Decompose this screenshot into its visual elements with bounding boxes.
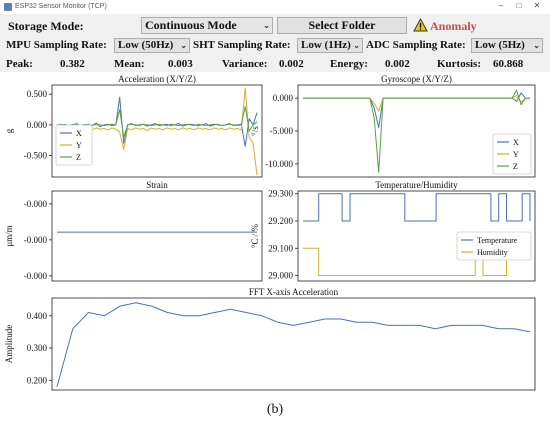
- temp-humidity-ytick-label: 29.300: [268, 189, 293, 199]
- strain-axes-frame: [51, 190, 263, 282]
- window-title: ESP32 Sensor Monitor (TCP): [15, 3, 107, 10]
- storage-mode-value: Continuous Mode: [145, 18, 237, 32]
- fft-series-line: [56, 302, 531, 387]
- mean-label: Mean:: [114, 58, 145, 70]
- temp-humidity-ytick-label: 29.200: [268, 216, 293, 226]
- strain-title: Strain: [146, 180, 168, 190]
- select-folder-button[interactable]: Select Folder: [277, 17, 407, 34]
- gyroscope-legend-label: Y: [513, 150, 519, 159]
- variance-value: 0.002: [279, 58, 304, 70]
- variance-label: Variance:: [222, 58, 268, 70]
- warning-icon: [413, 18, 428, 32]
- acceleration-legend-label: X: [76, 129, 82, 138]
- fft-title: FFT X-axis Acceleration: [249, 287, 339, 297]
- chevron-down-icon: ⌄: [533, 41, 540, 50]
- acceleration-title: Acceleration (X/Y/Z): [118, 74, 196, 84]
- temp-humidity-series-line: [303, 247, 530, 276]
- sht-sampling-label: SHT Sampling Rate:: [193, 39, 291, 51]
- adc-sampling-select[interactable]: Low (5Hz) ⌄: [471, 38, 543, 53]
- figure-caption: (b): [266, 402, 284, 417]
- acceleration-legend-label: Z: [76, 153, 81, 162]
- gyroscope-legend-label: Z: [513, 162, 518, 171]
- storage-mode-select[interactable]: Continuous Mode ⌄: [141, 17, 273, 34]
- gyroscope-ytick-label: -5.000: [270, 126, 294, 136]
- temp-humidity-series-line: [303, 193, 531, 222]
- chevron-down-icon: ⌄: [263, 21, 270, 30]
- acceleration-ytick-label: 0.000: [27, 120, 48, 130]
- storage-mode-label: Storage Mode:: [8, 19, 84, 33]
- peak-value: 0.382: [60, 58, 85, 70]
- plot-canvas: Acceleration (X/Y/Z)g0.5000.000-0.500XYZ…: [0, 72, 550, 398]
- gyroscope-ytick-label: 0.000: [273, 93, 294, 103]
- gyroscope-ytick-label: -10.000: [265, 159, 293, 169]
- mpu-sampling-label: MPU Sampling Rate:: [6, 39, 107, 51]
- gyroscope-ylabel: °/s: [250, 126, 260, 136]
- app-window: ESP32 Sensor Monitor (TCP) – □ ✕ Storage…: [0, 0, 550, 398]
- gyroscope-series-line: [303, 89, 530, 173]
- close-icon[interactable]: ✕: [533, 1, 541, 10]
- acceleration-legend-box: [55, 124, 93, 166]
- chevron-down-icon: ⌄: [180, 41, 187, 50]
- strain-ytick-label: -0.000: [24, 199, 48, 209]
- anomaly-label: Anomaly: [430, 19, 477, 33]
- gyroscope-title: Gyroscope (X/Y/Z): [381, 74, 452, 84]
- minimize-icon[interactable]: –: [498, 1, 504, 10]
- temp-humidity-ytick-label: 29.000: [268, 271, 293, 281]
- acceleration-legend-label: Y: [76, 141, 82, 150]
- kurtosis-label: Kurtosis:: [437, 58, 481, 70]
- app-icon: [4, 3, 12, 11]
- peak-label: Peak:: [6, 58, 33, 70]
- title-bar: ESP32 Sensor Monitor (TCP) – □ ✕: [0, 0, 550, 14]
- sht-sampling-value: Low (1Hz): [301, 39, 351, 51]
- acceleration-ylabel: g: [4, 128, 14, 133]
- temp-humidity-legend-label: Humidity: [477, 248, 508, 257]
- strain-ylabel: μm/m: [4, 225, 14, 246]
- chevron-down-icon: ⌄: [353, 41, 360, 50]
- energy-value: 0.002: [385, 58, 410, 70]
- sht-sampling-select[interactable]: Low (1Hz) ⌄: [297, 38, 363, 53]
- temp-humidity-legend-label: Temperature: [477, 236, 518, 245]
- gyroscope-legend-label: X: [513, 138, 519, 147]
- temp-humidity-title: Temperature/Humidity: [375, 180, 458, 190]
- gyroscope-legend-box: [492, 133, 532, 175]
- temp-humidity-legend-box: [456, 231, 532, 261]
- strain-ytick-label: -0.000: [24, 235, 48, 245]
- adc-sampling-value: Low (5Hz): [475, 39, 525, 51]
- fft-axes-frame: [51, 297, 536, 391]
- mpu-sampling-value: Low (50Hz): [118, 39, 174, 51]
- mean-value: 0.003: [168, 58, 193, 70]
- fft-ytick-label: 0.300: [27, 343, 48, 353]
- fft-ylabel: Amplitude: [4, 325, 14, 364]
- acceleration-ytick-label: 0.500: [27, 89, 48, 99]
- energy-label: Energy:: [330, 58, 368, 70]
- temp-humidity-ytick-label: 29.100: [268, 243, 293, 253]
- fft-ytick-label: 0.400: [27, 311, 48, 321]
- temp-humidity-ylabel: °C / %: [250, 223, 260, 248]
- kurtosis-value: 60.868: [493, 58, 524, 70]
- strain-ytick-label: -0.000: [24, 271, 48, 281]
- fft-ytick-label: 0.200: [27, 375, 48, 385]
- mpu-sampling-select[interactable]: Low (50Hz) ⌄: [114, 38, 190, 53]
- adc-sampling-label: ADC Sampling Rate:: [366, 39, 466, 51]
- maximize-icon[interactable]: □: [516, 1, 522, 10]
- acceleration-ytick-label: -0.500: [24, 151, 48, 161]
